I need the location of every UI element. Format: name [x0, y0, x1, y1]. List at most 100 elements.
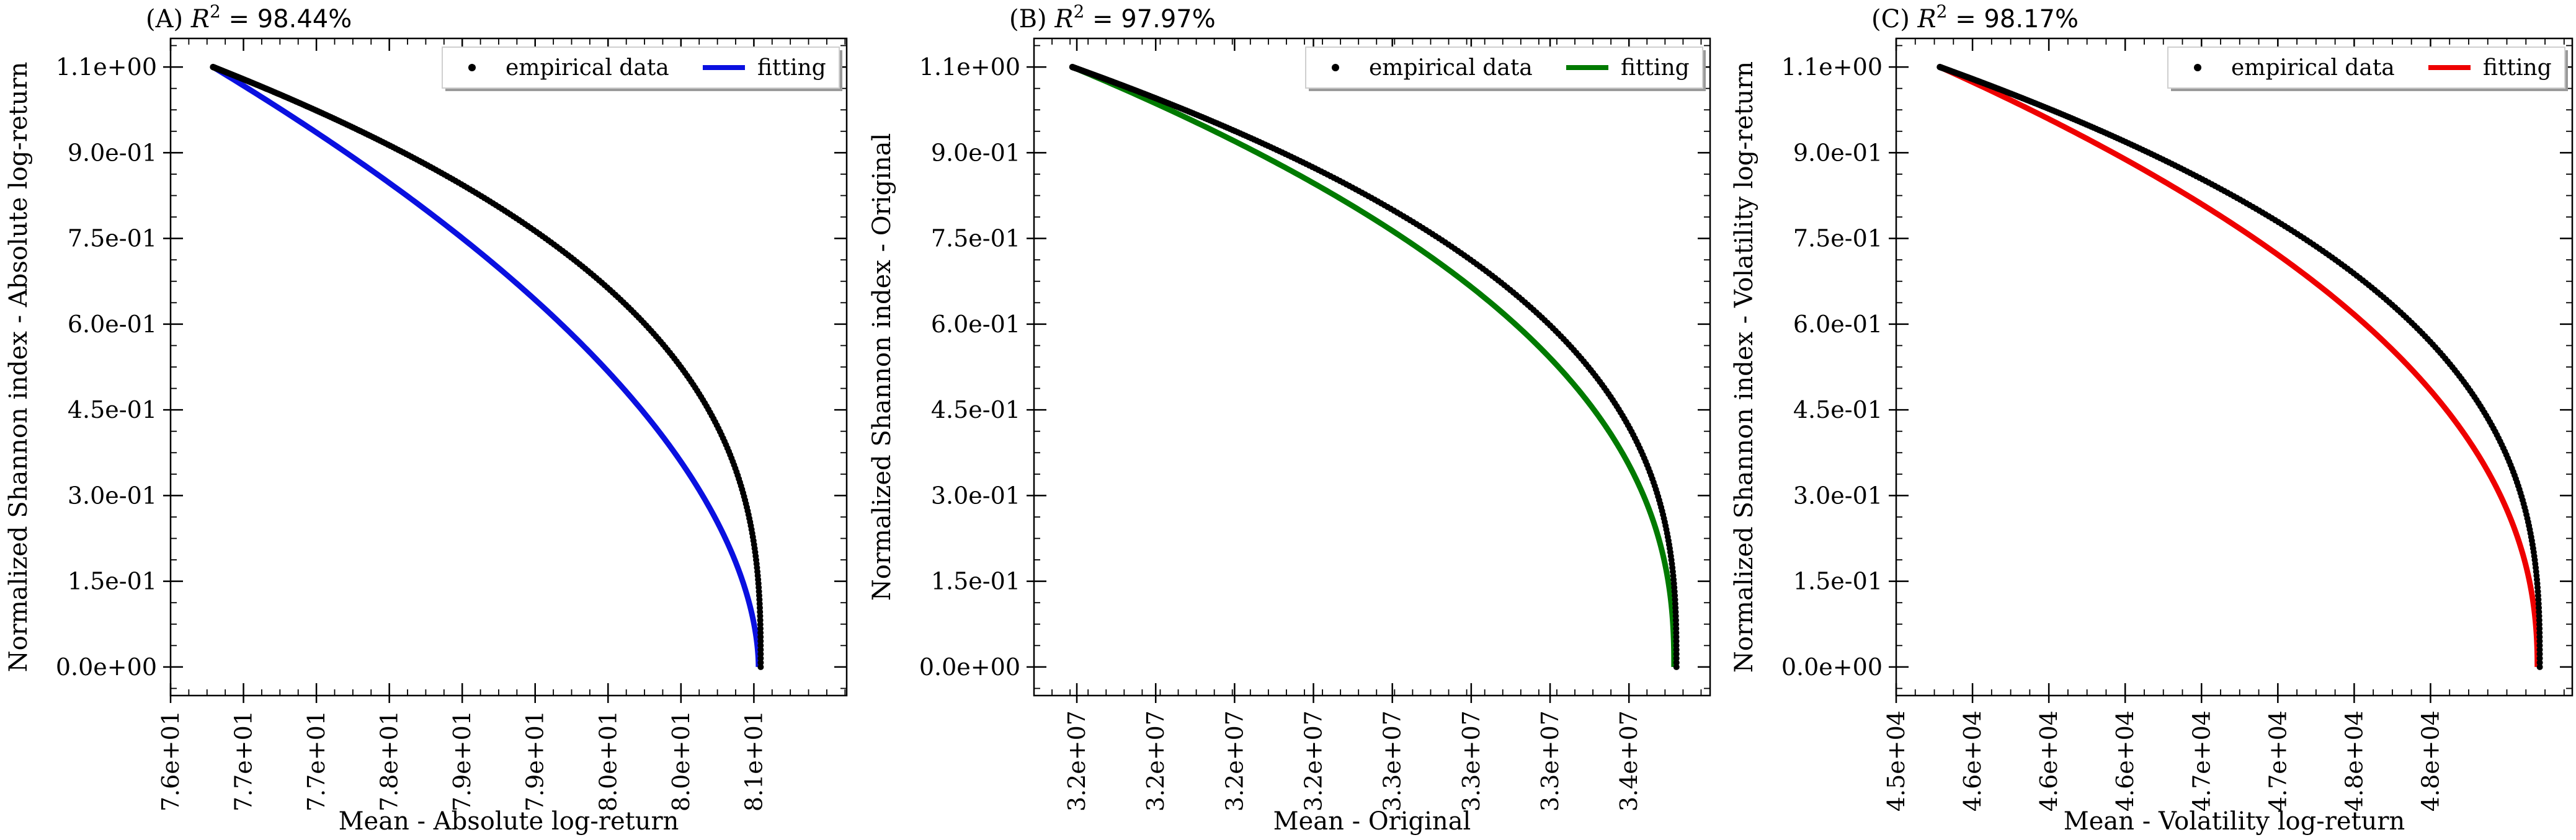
- y-tick-label: 0.0e+00: [919, 653, 1020, 681]
- y-tick-label: 4.5e-01: [1793, 396, 1883, 423]
- empirical-point: [1673, 655, 1680, 661]
- y-tick-label: 1.5e-01: [1793, 568, 1883, 595]
- empirical-point: [757, 650, 764, 657]
- x-tick-label: 8.1e+01: [740, 710, 767, 811]
- empirical-point: [2536, 650, 2543, 657]
- empirical-series: [1936, 64, 2543, 670]
- title-r: R: [1054, 5, 1073, 33]
- empirical-point: [1673, 650, 1680, 657]
- x-tick-label: 8.0e+01: [667, 710, 695, 811]
- panel-title: (B) R2 = 97.97%: [1009, 1, 1216, 33]
- x-tick-label: 3.2e+07: [1142, 710, 1169, 811]
- x-tick-label: 7.7e+01: [230, 710, 257, 811]
- empirical-point: [757, 642, 764, 649]
- empirical-point: [757, 655, 764, 661]
- empirical-point: [1673, 642, 1680, 649]
- title-sup: 2: [1073, 1, 1084, 22]
- empirical-point: [2536, 638, 2543, 645]
- y-axis-label: Normalized Shannon index - Absolute log-…: [4, 62, 33, 673]
- empirical-point: [2536, 655, 2543, 661]
- legend-box: [1305, 46, 1703, 89]
- x-tick-label: 3.2e+07: [1221, 710, 1248, 811]
- x-tick-label: 4.7e+04: [2188, 710, 2215, 811]
- legend-label-empirical: empirical data: [2231, 55, 2395, 81]
- legend-label-empirical: empirical data: [506, 55, 669, 81]
- plot-frame: [1033, 37, 1711, 697]
- x-tick-label: 4.8e+04: [2417, 710, 2444, 811]
- y-tick-label: 0.0e+00: [1781, 653, 1883, 681]
- fitting-line: [212, 64, 762, 667]
- y-tick-label: 9.0e-01: [1793, 139, 1883, 166]
- y-tick-label: 4.5e-01: [931, 396, 1020, 423]
- title-value: = 98.44%: [221, 5, 352, 33]
- x-tick-label: 7.6e+01: [157, 710, 184, 811]
- y-tick-label: 1.1e+00: [1781, 53, 1883, 81]
- legend-label-empirical: empirical data: [1369, 55, 1533, 81]
- x-tick-label: 4.6e+04: [1959, 710, 1986, 811]
- y-axis-label: Normalized Shannon index - Volatility lo…: [1730, 61, 1758, 673]
- x-tick-label: 4.5e+04: [1883, 710, 1910, 811]
- x-tick-label: 7.7e+01: [303, 710, 330, 811]
- legend-marker-empirical: [468, 64, 476, 71]
- empirical-series: [1069, 64, 1680, 670]
- x-tick-label: 4.7e+04: [2264, 710, 2291, 811]
- empirical-point: [757, 647, 764, 653]
- empirical-point: [2536, 659, 2543, 666]
- title-sup: 2: [210, 1, 221, 22]
- x-tick-label: 8.0e+01: [594, 710, 622, 811]
- x-tick-label: 7.9e+01: [522, 710, 549, 811]
- panel-title: (A) R2 = 98.44%: [146, 1, 352, 33]
- y-tick-label: 7.5e-01: [1793, 225, 1883, 252]
- empirical-point: [1673, 647, 1680, 653]
- y-tick-label: 3.0e-01: [68, 482, 157, 509]
- title-prefix: (C): [1871, 5, 1918, 33]
- y-tick-label: 7.5e-01: [931, 225, 1020, 252]
- empirical-series: [210, 64, 764, 670]
- title-prefix: (B): [1009, 5, 1054, 33]
- panel-3: 0.0e+00 1.5e-01 3.0e-01 4.5e-01 6.0e-01 7.5e-…: [1730, 1, 2574, 836]
- empirical-point: [2536, 642, 2543, 649]
- empirical-point: [757, 638, 764, 645]
- legend-marker-empirical: [2194, 64, 2201, 71]
- empirical-point: [1673, 659, 1680, 666]
- x-tick-label: 3.2e+07: [1063, 710, 1090, 811]
- legend-label-fitting: fitting: [1621, 55, 1690, 81]
- empirical-point: [2536, 647, 2543, 653]
- x-axis-label: Mean - Absolute log-return: [339, 807, 679, 836]
- title-value: = 97.97%: [1084, 5, 1215, 33]
- y-tick-label: 7.5e-01: [68, 225, 157, 252]
- x-axis-label: Mean - Volatility log-return: [2064, 807, 2405, 836]
- empirical-point: [1673, 663, 1680, 670]
- y-tick-label: 6.0e-01: [1793, 311, 1883, 338]
- plot-frame: [1895, 37, 2574, 697]
- fitting-line: [1071, 64, 1677, 667]
- x-tick-label: 3.2e+07: [1300, 710, 1327, 811]
- title-prefix: (A): [146, 5, 191, 33]
- y-tick-label: 3.0e-01: [1793, 482, 1883, 509]
- legend-label-fitting: fitting: [2483, 55, 2552, 81]
- x-tick-label: 4.8e+04: [2340, 710, 2368, 811]
- x-tick-label: 4.6e+04: [2035, 710, 2062, 811]
- empirical-point: [757, 663, 764, 670]
- y-tick-label: 9.0e-01: [931, 139, 1020, 166]
- legend-marker-empirical: [1332, 64, 1339, 71]
- y-tick-label: 1.5e-01: [68, 568, 157, 595]
- x-tick-label: 3.3e+07: [1379, 710, 1406, 811]
- x-tick-label: 7.8e+01: [376, 710, 403, 811]
- title-r: R: [190, 5, 210, 33]
- fitting-line: [1938, 64, 2541, 667]
- title-value: = 98.17%: [1947, 5, 2078, 33]
- y-tick-label: 6.0e-01: [68, 311, 157, 338]
- empirical-point: [1673, 638, 1680, 645]
- empirical-point: [2536, 663, 2543, 670]
- y-tick-label: 4.5e-01: [68, 396, 157, 423]
- y-tick-label: 6.0e-01: [931, 311, 1020, 338]
- title-r: R: [1917, 5, 1936, 33]
- x-tick-label: 4.6e+04: [2111, 710, 2139, 811]
- y-tick-label: 1.5e-01: [931, 568, 1020, 595]
- legend-box: [442, 46, 840, 89]
- y-tick-label: 9.0e-01: [68, 139, 157, 166]
- y-axis-label: Normalized Shannon index - Original: [868, 133, 896, 601]
